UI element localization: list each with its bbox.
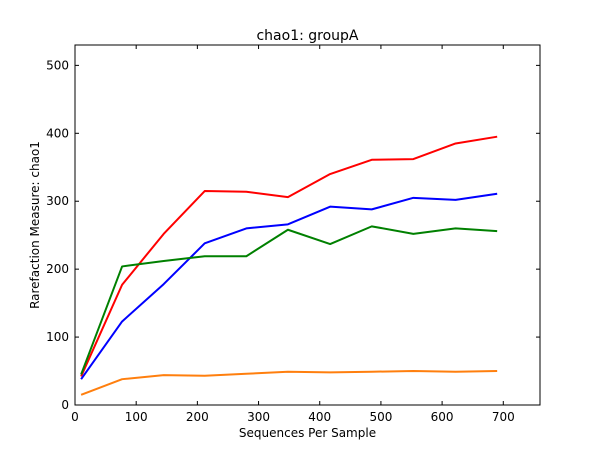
series-line-2	[80, 192, 498, 380]
series-line-1	[80, 135, 498, 377]
x-tick-label: 600	[431, 410, 454, 424]
x-tick-label: 400	[308, 410, 331, 424]
x-tick-label: 700	[492, 410, 515, 424]
x-tick-label: 300	[247, 410, 270, 424]
y-tick-label: 500	[46, 58, 69, 72]
y-tick-label: 200	[46, 262, 69, 276]
x-tick-label: 200	[186, 410, 209, 424]
y-tick-label: 100	[46, 330, 69, 344]
plot-frame	[74, 44, 541, 406]
series-line-4	[80, 370, 498, 396]
chart-title: chao1: groupA	[256, 28, 358, 44]
x-tick-label: 500	[369, 410, 392, 424]
y-tick-label: 0	[61, 398, 69, 412]
y-axis-label: Rarefaction Measure: chao1	[28, 141, 42, 309]
x-axis-label: Sequences Per Sample	[239, 426, 376, 440]
x-tick-label: 100	[125, 410, 148, 424]
plot-area: 0 100 200 300 400 500 600 700 0 100 200 300 400 500	[46, 44, 541, 424]
series-line-3	[80, 225, 498, 375]
y-tick-label: 300	[46, 194, 69, 208]
x-tick-label: 0	[71, 410, 79, 424]
y-tick-label: 400	[46, 126, 69, 140]
